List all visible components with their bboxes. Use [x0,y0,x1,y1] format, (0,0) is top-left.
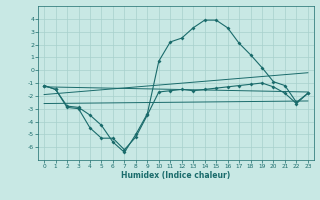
X-axis label: Humidex (Indice chaleur): Humidex (Indice chaleur) [121,171,231,180]
